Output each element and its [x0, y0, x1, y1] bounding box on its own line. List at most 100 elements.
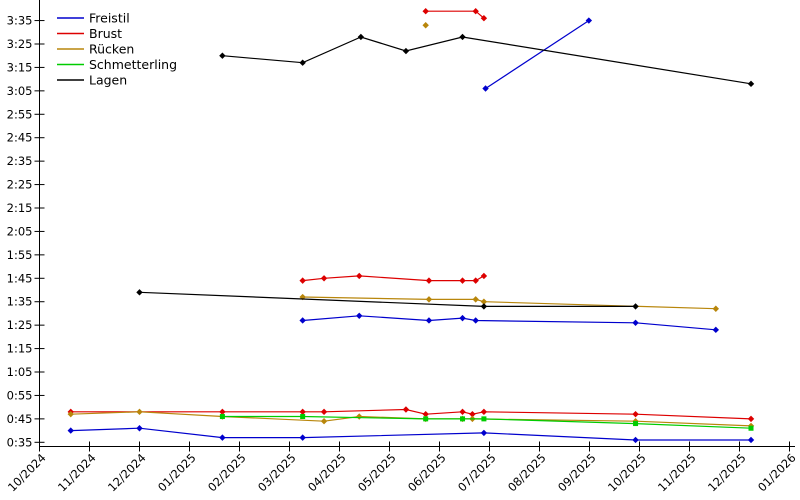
data-point-marker [459, 408, 466, 416]
x-tick-label: 01/2026 [755, 451, 799, 495]
data-point-marker [747, 436, 755, 444]
x-tick-label: 12/2024 [105, 451, 149, 495]
data-point-marker [357, 33, 365, 41]
legend-label: Rücken [89, 42, 134, 57]
data-point-marker [219, 52, 226, 59]
series-rcken [67, 22, 755, 430]
data-point-marker [632, 303, 639, 310]
data-point-marker [320, 275, 328, 282]
data-point-marker [472, 7, 479, 15]
x-tick-label: 08/2025 [505, 451, 549, 495]
y-tick-label: 1:15 [7, 342, 33, 356]
y-tick-label: 3:35 [7, 14, 33, 28]
y-tick-label: 3:25 [7, 37, 33, 51]
data-point-marker [459, 314, 466, 322]
data-point-marker [299, 317, 306, 324]
data-point-marker [425, 277, 433, 284]
data-point-marker [747, 80, 755, 88]
data-point-marker [356, 272, 363, 280]
data-point-marker [219, 408, 226, 416]
data-point-marker [299, 277, 306, 284]
legend-label: Lagen [89, 73, 127, 88]
data-point-marker [136, 408, 143, 416]
legend-label: Freistil [89, 11, 130, 26]
data-point-marker [712, 305, 720, 312]
data-point-marker [472, 317, 479, 324]
series-schmetterling [219, 414, 754, 431]
series-line [222, 36, 752, 85]
data-point-marker [356, 312, 363, 319]
x-tick-label: 09/2025 [555, 451, 599, 495]
data-point-marker [219, 434, 226, 441]
x-tick-label: 11/2024 [55, 451, 99, 495]
y-tick-label: 0:45 [7, 412, 33, 426]
y-tick-label: 1:05 [7, 365, 33, 379]
y-tick-label: 3:05 [7, 84, 33, 98]
data-point-marker [585, 17, 593, 24]
series-line [302, 275, 485, 282]
series-freistil [67, 17, 755, 444]
data-point-marker [299, 408, 306, 416]
legend-label: Brust [89, 26, 122, 41]
data-point-marker [422, 7, 429, 15]
data-point-marker [747, 415, 755, 423]
data-point-marker [425, 296, 433, 303]
x-tick-label: 05/2025 [355, 451, 399, 495]
data-point-marker [748, 425, 754, 431]
data-point-marker [67, 427, 74, 434]
data-point-marker [632, 436, 639, 444]
data-point-marker [480, 303, 488, 310]
x-tick-label: 03/2025 [255, 451, 299, 495]
x-tick-label: 10/2024 [5, 451, 49, 495]
series-lagen [136, 33, 755, 310]
data-point-marker [402, 47, 410, 55]
data-point-marker [67, 410, 74, 418]
data-point-marker [422, 22, 429, 29]
data-point-marker [299, 59, 306, 66]
data-point-marker [356, 413, 363, 420]
data-point-marker [459, 277, 466, 284]
data-point-marker [219, 414, 225, 420]
data-point-marker [481, 416, 487, 422]
data-point-marker [480, 408, 488, 416]
data-point-marker [632, 319, 639, 327]
data-point-marker [422, 410, 429, 418]
legend-label: Schmetterling [89, 57, 177, 72]
x-tick-label: 10/2025 [605, 451, 649, 495]
y-tick-label: 1:45 [7, 271, 33, 285]
x-tick-label: 07/2025 [455, 451, 499, 495]
data-point-marker [472, 296, 479, 303]
data-point-marker [425, 317, 433, 324]
x-tick-label: 11/2025 [655, 451, 699, 495]
data-point-marker [300, 414, 306, 420]
data-point-marker [712, 326, 720, 334]
data-point-marker [480, 272, 488, 280]
y-tick-label: 2:45 [7, 131, 33, 145]
data-point-marker [136, 425, 143, 432]
y-tick-label: 2:05 [7, 224, 33, 238]
data-point-marker [402, 406, 410, 413]
data-point-marker [320, 418, 328, 425]
x-tick-label: 01/2025 [155, 451, 199, 495]
data-point-marker [480, 15, 488, 22]
y-tick-label: 1:55 [7, 248, 33, 262]
y-tick-label: 3:15 [7, 60, 33, 74]
data-point-marker [299, 434, 306, 441]
x-tick-label: 02/2025 [205, 451, 249, 495]
y-tick-label: 2:25 [7, 178, 33, 192]
data-point-marker [482, 85, 489, 92]
data-point-marker [632, 410, 639, 418]
y-tick-label: 2:15 [7, 201, 33, 215]
y-tick-label: 1:25 [7, 318, 33, 332]
y-tick-label: 1:35 [7, 295, 33, 309]
data-point-marker [460, 416, 466, 422]
x-tick-label: 04/2025 [305, 451, 349, 495]
y-tick-label: 2:55 [7, 107, 33, 121]
series-line [302, 315, 716, 331]
data-point-marker [469, 410, 476, 418]
y-tick-label: 0:55 [7, 388, 33, 402]
data-point-marker [480, 298, 488, 305]
